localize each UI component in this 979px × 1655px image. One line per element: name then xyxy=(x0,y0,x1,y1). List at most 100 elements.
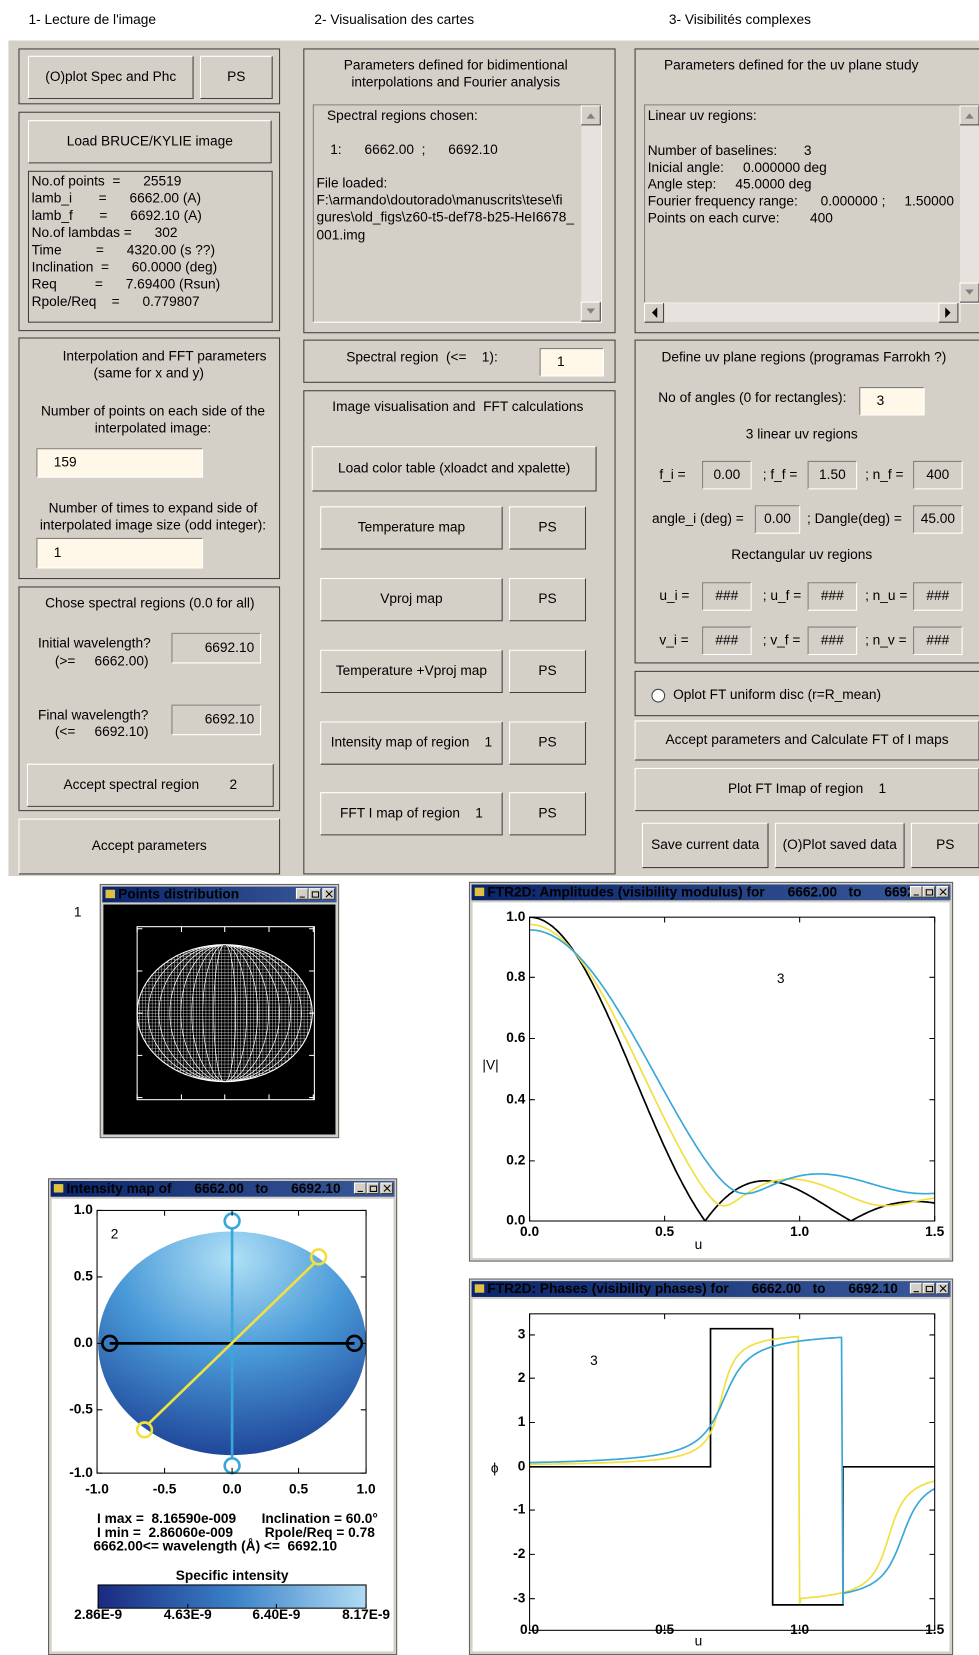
button[interactable] xyxy=(911,823,979,868)
scrollbar xyxy=(581,105,601,322)
window-control-edge xyxy=(353,1182,367,1194)
window-control[interactable] xyxy=(309,888,321,900)
window-control[interactable] xyxy=(923,1283,935,1294)
window-control[interactable] xyxy=(296,888,309,900)
y-tick-label: -1.0 xyxy=(69,1465,93,1480)
button-label: Accept spectral region 2 xyxy=(63,777,237,792)
scrollbar xyxy=(960,105,979,303)
text-input[interactable] xyxy=(702,627,752,655)
button[interactable] xyxy=(320,506,503,549)
button[interactable] xyxy=(642,823,769,868)
text-input[interactable] xyxy=(702,461,752,489)
text-input[interactable] xyxy=(913,505,963,534)
text-input-edge xyxy=(36,448,203,478)
window-control-edge xyxy=(367,1183,380,1195)
window-control[interactable] xyxy=(923,886,935,898)
list-line: Points on each curve: 400 xyxy=(648,210,833,225)
text-input[interactable] xyxy=(913,461,963,489)
baseline-end xyxy=(309,1248,328,1266)
text-input[interactable] xyxy=(808,461,857,489)
stat: I max = 8.16590e-009 xyxy=(97,1511,236,1526)
meridian xyxy=(191,944,258,1082)
label: 3 linear uv regions xyxy=(746,427,858,442)
scroll-right-edge xyxy=(938,302,958,323)
text-input-edge xyxy=(913,582,963,611)
input-value: 45.00 xyxy=(921,511,956,526)
button[interactable] xyxy=(509,792,586,835)
window-control[interactable] xyxy=(354,1183,367,1194)
button[interactable] xyxy=(635,768,979,811)
button-label: Temperature +Vproj map xyxy=(336,663,488,678)
text-input-edge xyxy=(859,387,925,416)
button[interactable] xyxy=(312,446,597,491)
window-control[interactable] xyxy=(910,886,923,898)
button-edge xyxy=(509,792,587,836)
x-tick-label: -1.0 xyxy=(85,1482,109,1497)
y-tick-label: 1.0 xyxy=(506,909,525,924)
text-input[interactable] xyxy=(36,538,203,568)
colorbar-tick-label: 4.63E-9 xyxy=(164,1607,212,1622)
button[interactable] xyxy=(320,578,503,621)
list-box xyxy=(313,104,602,323)
text-input-edge xyxy=(913,461,963,490)
text-input[interactable] xyxy=(540,348,604,376)
text-input[interactable] xyxy=(36,448,203,478)
button[interactable] xyxy=(509,650,586,693)
button[interactable] xyxy=(509,578,586,621)
group-box xyxy=(634,48,979,334)
label: Number of points on each side of the xyxy=(41,403,265,418)
text-input[interactable] xyxy=(859,387,925,416)
button[interactable] xyxy=(320,792,503,835)
button-edge xyxy=(634,720,979,760)
text-input[interactable] xyxy=(702,582,752,611)
button[interactable] xyxy=(28,120,272,163)
button[interactable] xyxy=(635,720,979,760)
text-input[interactable] xyxy=(808,582,857,611)
text-input[interactable] xyxy=(171,705,261,735)
label: interpolations and Fourier analysis xyxy=(351,74,560,89)
text-input[interactable] xyxy=(913,582,963,611)
button[interactable] xyxy=(509,722,586,765)
section-heading: 1- Lecture de l'image xyxy=(28,12,156,27)
button[interactable] xyxy=(18,819,280,874)
button[interactable] xyxy=(320,650,503,693)
text-input-edge xyxy=(702,582,752,611)
input-value: 159 xyxy=(54,455,77,470)
y-tick-label: -0.5 xyxy=(110,1047,134,1062)
text-input[interactable] xyxy=(808,627,857,655)
window-control[interactable] xyxy=(367,1183,379,1194)
text-input[interactable] xyxy=(171,633,261,663)
input-value: 400 xyxy=(926,467,949,482)
button[interactable] xyxy=(775,823,905,868)
text-input[interactable] xyxy=(913,627,963,655)
button-edge xyxy=(320,792,503,835)
text-input-edge xyxy=(36,448,204,478)
scroll-up-edge xyxy=(580,105,601,125)
y-tick-label: 0.2 xyxy=(506,1152,525,1167)
button-edge xyxy=(509,506,587,550)
button[interactable] xyxy=(200,56,273,99)
button-label: PS xyxy=(538,520,556,535)
x-tick-label: 1.5 xyxy=(925,1622,944,1637)
button[interactable] xyxy=(320,722,503,765)
button[interactable] xyxy=(509,506,586,549)
button[interactable] xyxy=(28,56,194,99)
window-control-edge xyxy=(380,1182,393,1194)
button-edge xyxy=(27,764,274,807)
arrow xyxy=(586,308,595,314)
window-control-edge xyxy=(308,888,321,900)
window-control-edge xyxy=(936,1282,949,1294)
window-control-edge xyxy=(322,888,335,900)
window-title: FTR2D: Amplitudes (visibility modulus) f… xyxy=(487,885,934,900)
button[interactable] xyxy=(27,764,274,807)
text-input[interactable] xyxy=(755,505,800,534)
list-line: Number of baselines: 3 xyxy=(648,143,812,158)
window-control[interactable] xyxy=(910,1283,923,1294)
y-tick-label: 0.8 xyxy=(506,969,525,984)
radio-button[interactable] xyxy=(651,688,666,703)
group-box xyxy=(18,337,281,580)
text-input-edge xyxy=(702,626,752,655)
label: (same for x and y) xyxy=(94,365,204,380)
button-edge xyxy=(509,792,586,835)
